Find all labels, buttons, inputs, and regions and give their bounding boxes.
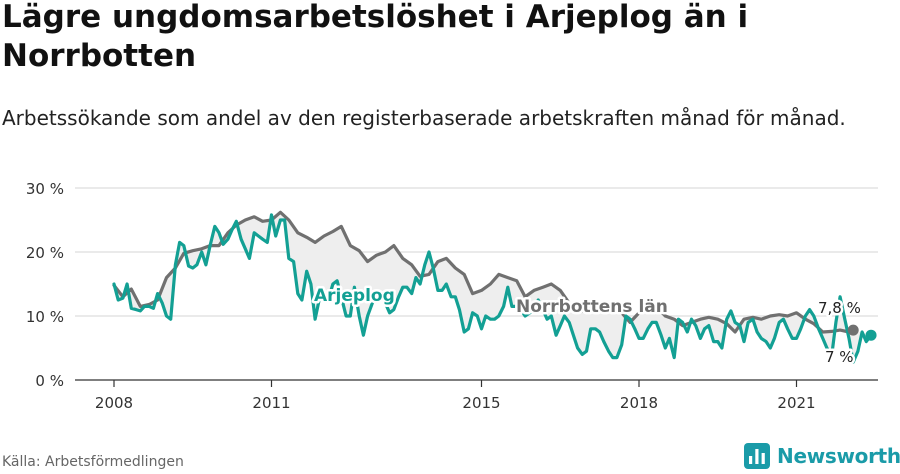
line-chart: 0 % 10 % 20 % 30 % 2008 2011 2015 2018 2021 Arje… — [26, 180, 878, 412]
series-lines — [112, 210, 877, 364]
x-tick-label: 2015 — [462, 394, 500, 412]
end-point-arjeplog — [865, 329, 877, 341]
series-label-arjeplog: Arjeplog — [314, 286, 395, 306]
x-tick-label: 2021 — [777, 394, 815, 412]
x-tick-label: 2011 — [252, 394, 290, 412]
chart-subtitle: Arbetssökande som andel av den registerb… — [2, 106, 846, 130]
x-tick-label: 2008 — [95, 394, 133, 412]
y-tick-label: 10 % — [26, 308, 64, 326]
y-tick-label: 20 % — [26, 244, 64, 262]
end-label-arjeplog: 7 % — [825, 348, 854, 366]
source-note: Källa: Arbetsförmedlingen — [2, 454, 184, 470]
newsworthy-logo-icon — [744, 443, 770, 469]
end-label-norrbotten: 7,8 % — [818, 299, 861, 317]
brand-name: Newsworthy — [777, 444, 900, 468]
y-tick-label: 30 % — [26, 180, 64, 198]
x-tick-label: 2018 — [620, 394, 658, 412]
chart-title: Lägre ungdomsarbetslöshet i Arjeplog än … — [2, 0, 749, 74]
end-point-norrbotten — [847, 324, 859, 336]
brand-logo: Newsworthy — [744, 441, 900, 471]
axes: 0 % 10 % 20 % 30 % 2008 2011 2015 2018 2021 — [26, 180, 878, 412]
series-line-arjeplog — [112, 213, 873, 364]
series-label-norrbotten: Norrbottens län — [516, 297, 668, 317]
series-labels: Arjeplog Norrbottens län 7,8 % 7 % — [312, 284, 864, 369]
y-tick-label: 0 % — [35, 372, 64, 390]
